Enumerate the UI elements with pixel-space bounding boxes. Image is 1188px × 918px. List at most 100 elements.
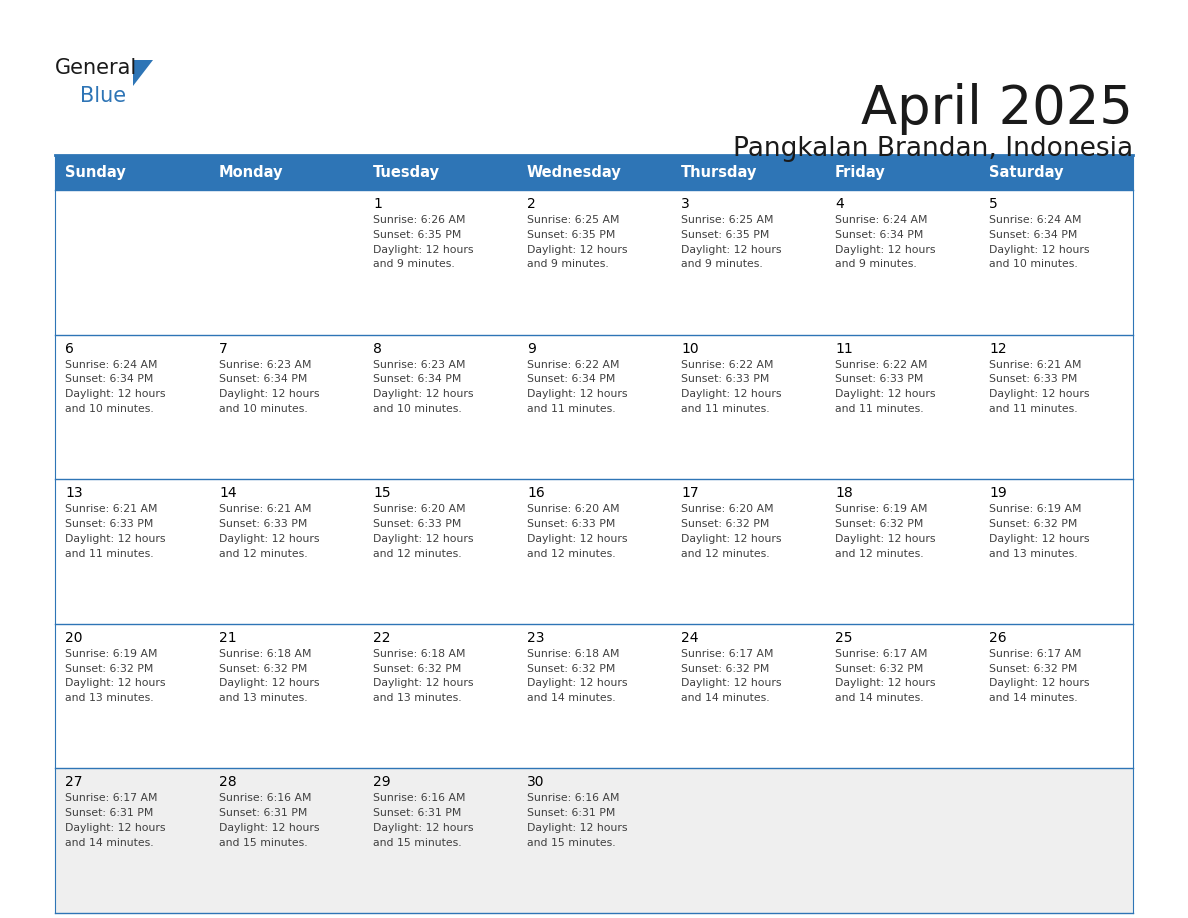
- Text: Sunrise: 6:24 AM: Sunrise: 6:24 AM: [988, 215, 1081, 225]
- Bar: [517, 479, 671, 624]
- Bar: [55, 479, 209, 624]
- Text: 28: 28: [219, 776, 236, 789]
- Text: Daylight: 12 hours: Daylight: 12 hours: [219, 389, 320, 399]
- Text: Sunrise: 6:21 AM: Sunrise: 6:21 AM: [988, 360, 1081, 370]
- Polygon shape: [133, 60, 153, 86]
- Text: Daylight: 12 hours: Daylight: 12 hours: [988, 389, 1089, 399]
- Text: Daylight: 12 hours: Daylight: 12 hours: [527, 244, 627, 254]
- Text: Sunset: 6:35 PM: Sunset: 6:35 PM: [527, 230, 615, 240]
- Text: Sunrise: 6:20 AM: Sunrise: 6:20 AM: [681, 504, 773, 514]
- Text: 15: 15: [373, 487, 391, 500]
- Text: 11: 11: [835, 341, 853, 355]
- Bar: [824, 624, 979, 768]
- Text: and 14 minutes.: and 14 minutes.: [65, 838, 153, 848]
- Text: Sunset: 6:34 PM: Sunset: 6:34 PM: [835, 230, 923, 240]
- Text: Daylight: 12 hours: Daylight: 12 hours: [835, 244, 935, 254]
- Bar: [364, 479, 517, 624]
- Text: 2: 2: [527, 197, 536, 211]
- Text: 22: 22: [373, 631, 391, 644]
- Text: Friday: Friday: [835, 165, 886, 180]
- Bar: [55, 190, 209, 334]
- Text: Daylight: 12 hours: Daylight: 12 hours: [835, 533, 935, 543]
- Text: Sunset: 6:32 PM: Sunset: 6:32 PM: [527, 664, 615, 674]
- Text: Daylight: 12 hours: Daylight: 12 hours: [527, 533, 627, 543]
- Text: Sunset: 6:32 PM: Sunset: 6:32 PM: [988, 519, 1078, 529]
- Text: Sunrise: 6:25 AM: Sunrise: 6:25 AM: [681, 215, 773, 225]
- Text: Sunset: 6:31 PM: Sunset: 6:31 PM: [373, 808, 461, 818]
- Text: Sunset: 6:33 PM: Sunset: 6:33 PM: [835, 375, 923, 385]
- Text: and 13 minutes.: and 13 minutes.: [219, 693, 308, 703]
- Text: Sunset: 6:31 PM: Sunset: 6:31 PM: [527, 808, 615, 818]
- Text: Sunrise: 6:16 AM: Sunrise: 6:16 AM: [219, 793, 311, 803]
- Bar: [209, 155, 364, 190]
- Text: Sunset: 6:32 PM: Sunset: 6:32 PM: [681, 664, 770, 674]
- Text: Sunrise: 6:24 AM: Sunrise: 6:24 AM: [835, 215, 928, 225]
- Bar: [517, 334, 671, 479]
- Bar: [364, 768, 517, 913]
- Bar: [55, 155, 209, 190]
- Text: 1: 1: [373, 197, 381, 211]
- Text: 6: 6: [65, 341, 74, 355]
- Text: 24: 24: [681, 631, 699, 644]
- Bar: [824, 768, 979, 913]
- Text: Blue: Blue: [80, 86, 126, 106]
- Text: and 12 minutes.: and 12 minutes.: [373, 549, 462, 558]
- Text: Sunrise: 6:22 AM: Sunrise: 6:22 AM: [681, 360, 773, 370]
- Text: Daylight: 12 hours: Daylight: 12 hours: [681, 389, 782, 399]
- Text: Sunset: 6:35 PM: Sunset: 6:35 PM: [681, 230, 770, 240]
- Bar: [671, 479, 824, 624]
- Text: Sunrise: 6:17 AM: Sunrise: 6:17 AM: [835, 649, 928, 659]
- Text: Daylight: 12 hours: Daylight: 12 hours: [681, 533, 782, 543]
- Text: Sunset: 6:32 PM: Sunset: 6:32 PM: [681, 519, 770, 529]
- Bar: [364, 190, 517, 334]
- Bar: [517, 155, 671, 190]
- Text: Daylight: 12 hours: Daylight: 12 hours: [65, 533, 165, 543]
- Bar: [979, 190, 1133, 334]
- Text: 26: 26: [988, 631, 1006, 644]
- Text: Sunrise: 6:26 AM: Sunrise: 6:26 AM: [373, 215, 466, 225]
- Bar: [364, 624, 517, 768]
- Text: Sunrise: 6:23 AM: Sunrise: 6:23 AM: [219, 360, 311, 370]
- Text: Daylight: 12 hours: Daylight: 12 hours: [219, 823, 320, 833]
- Text: Daylight: 12 hours: Daylight: 12 hours: [835, 389, 935, 399]
- Bar: [364, 334, 517, 479]
- Text: 17: 17: [681, 487, 699, 500]
- Text: 19: 19: [988, 487, 1006, 500]
- Text: Sunset: 6:32 PM: Sunset: 6:32 PM: [65, 664, 153, 674]
- Text: Sunrise: 6:24 AM: Sunrise: 6:24 AM: [65, 360, 158, 370]
- Text: 9: 9: [527, 341, 536, 355]
- Text: Sunset: 6:34 PM: Sunset: 6:34 PM: [988, 230, 1078, 240]
- Text: and 12 minutes.: and 12 minutes.: [835, 549, 923, 558]
- Bar: [671, 624, 824, 768]
- Text: Sunset: 6:31 PM: Sunset: 6:31 PM: [219, 808, 308, 818]
- Text: 14: 14: [219, 487, 236, 500]
- Text: and 11 minutes.: and 11 minutes.: [681, 404, 770, 414]
- Text: Sunset: 6:33 PM: Sunset: 6:33 PM: [988, 375, 1078, 385]
- Text: Daylight: 12 hours: Daylight: 12 hours: [527, 678, 627, 688]
- Text: 18: 18: [835, 487, 853, 500]
- Text: Daylight: 12 hours: Daylight: 12 hours: [988, 244, 1089, 254]
- Text: Thursday: Thursday: [681, 165, 758, 180]
- Bar: [671, 768, 824, 913]
- Text: Sunrise: 6:16 AM: Sunrise: 6:16 AM: [373, 793, 466, 803]
- Text: 13: 13: [65, 487, 83, 500]
- Bar: [209, 479, 364, 624]
- Bar: [209, 624, 364, 768]
- Text: Sunrise: 6:18 AM: Sunrise: 6:18 AM: [527, 649, 619, 659]
- Text: Sunset: 6:33 PM: Sunset: 6:33 PM: [219, 519, 308, 529]
- Text: and 11 minutes.: and 11 minutes.: [65, 549, 153, 558]
- Text: Sunrise: 6:20 AM: Sunrise: 6:20 AM: [373, 504, 466, 514]
- Text: Sunset: 6:32 PM: Sunset: 6:32 PM: [373, 664, 461, 674]
- Bar: [824, 334, 979, 479]
- Text: Sunset: 6:33 PM: Sunset: 6:33 PM: [373, 519, 461, 529]
- Text: Sunrise: 6:19 AM: Sunrise: 6:19 AM: [65, 649, 158, 659]
- Text: Sunrise: 6:22 AM: Sunrise: 6:22 AM: [835, 360, 928, 370]
- Text: and 12 minutes.: and 12 minutes.: [527, 549, 615, 558]
- Bar: [824, 479, 979, 624]
- Text: 29: 29: [373, 776, 391, 789]
- Text: Sunrise: 6:18 AM: Sunrise: 6:18 AM: [373, 649, 466, 659]
- Text: Sunrise: 6:19 AM: Sunrise: 6:19 AM: [988, 504, 1081, 514]
- Text: General: General: [55, 58, 138, 78]
- Text: Daylight: 12 hours: Daylight: 12 hours: [373, 533, 474, 543]
- Text: and 14 minutes.: and 14 minutes.: [681, 693, 770, 703]
